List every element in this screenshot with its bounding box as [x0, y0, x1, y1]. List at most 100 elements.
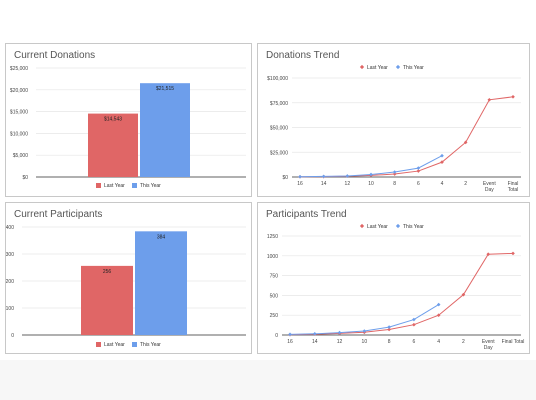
- data-point: [362, 329, 367, 333]
- y-tick-label: $20,000: [10, 88, 28, 94]
- data-point: [436, 313, 441, 318]
- series-line: [299, 96, 514, 178]
- data-point: [511, 251, 515, 256]
- y-tick-label: $0: [282, 175, 288, 181]
- legend-label: This Year: [403, 224, 424, 230]
- x-tick-label: 2: [462, 339, 465, 345]
- y-tick-label: $50,000: [270, 126, 288, 132]
- x-tick-label: Final Total: [502, 339, 525, 345]
- data-point: [416, 169, 421, 173]
- series-line: [289, 252, 514, 336]
- donations-trend-chart: $0 $25,000 $50,000 $75,000 $100,000 16 14 12 10 8…: [267, 64, 521, 193]
- current-participants-card: Current Participants 0 100 200 300 400 256 384…: [5, 202, 252, 354]
- y-tick-label: 200: [6, 279, 14, 285]
- x-tick-label: 4: [441, 181, 444, 187]
- data-point: [511, 94, 515, 99]
- y-tick-label: $25,000: [270, 150, 288, 156]
- x-tick-label: 16: [287, 339, 293, 345]
- current-donations-card: Current Donations $0 $5,000 $10,000 $15,000…: [5, 43, 252, 197]
- y-tick-label: $0: [22, 175, 28, 181]
- y-tick-label: 1000: [267, 254, 278, 260]
- chart-title: Donations Trend: [266, 50, 340, 61]
- participants-trend-card: Participants Trend 0 250 500 750 1000 1250 16 1…: [257, 202, 530, 354]
- x-tick-label: 2: [464, 181, 467, 187]
- current-participants-chart: 0 100 200 300 400 256 384 Last Year This Year: [6, 225, 246, 348]
- x-tick-label: 8: [393, 181, 396, 187]
- x-tick-label: 12: [345, 181, 351, 187]
- x-tick-label: Total: [508, 187, 519, 193]
- data-point: [436, 302, 441, 307]
- data-point: [312, 331, 317, 336]
- legend-label: Last Year: [367, 224, 388, 230]
- legend-swatch: [132, 183, 137, 188]
- legend-swatch: [132, 342, 137, 347]
- data-point: [440, 153, 444, 158]
- x-tick-label: 8: [388, 339, 391, 345]
- data-point: [412, 322, 416, 327]
- y-tick-label: 100: [6, 306, 14, 312]
- y-tick-label: $5,000: [13, 153, 29, 159]
- data-point: [387, 325, 391, 329]
- page-footer: [0, 360, 536, 400]
- legend-swatch: [96, 183, 101, 188]
- legend-label: Last Year: [104, 183, 125, 189]
- y-tick-label: 400: [6, 225, 14, 231]
- bar: [140, 83, 190, 177]
- x-tick-label: 10: [368, 181, 374, 187]
- x-tick-label: Event: [482, 339, 495, 345]
- donations-trend-card: Donations Trend $0 $25,000 $50,000 $75,000 $…: [257, 43, 530, 197]
- legend-label: This Year: [140, 342, 161, 348]
- data-label: $21,515: [156, 86, 174, 92]
- data-point: [461, 292, 466, 297]
- x-tick-label: Day: [485, 187, 494, 193]
- x-tick-label: 14: [312, 339, 318, 345]
- y-tick-label: $10,000: [10, 131, 28, 137]
- y-tick-label: $25,000: [10, 66, 28, 72]
- data-point: [288, 332, 292, 337]
- legend-swatch: [96, 342, 101, 347]
- chart-title: Current Participants: [14, 209, 103, 220]
- x-tick-label: 12: [337, 339, 343, 345]
- bar: [88, 113, 138, 177]
- chart-title: Current Donations: [14, 50, 96, 61]
- y-tick-label: $75,000: [270, 101, 288, 107]
- y-tick-label: 250: [270, 313, 279, 319]
- legend-label: Last Year: [104, 342, 125, 348]
- legend-marker: [359, 64, 365, 70]
- x-tick-label: Event: [483, 181, 496, 187]
- x-tick-label: 6: [417, 181, 420, 187]
- data-point: [298, 174, 302, 179]
- bar: [81, 265, 133, 335]
- data-point: [321, 174, 326, 179]
- y-tick-label: $100,000: [267, 76, 288, 82]
- data-label: 256: [103, 269, 112, 275]
- y-tick-label: 0: [11, 333, 14, 339]
- data-point: [392, 170, 397, 174]
- x-tick-label: Day: [484, 345, 493, 351]
- legend-marker: [395, 223, 401, 229]
- data-label: $14,543: [104, 117, 122, 123]
- y-tick-label: 500: [270, 293, 279, 299]
- current-donations-chart: $0 $5,000 $10,000 $15,000 $20,000 $25,000 $14,…: [10, 66, 246, 189]
- x-tick-label: 14: [321, 181, 327, 187]
- data-point: [392, 172, 397, 176]
- data-point: [369, 172, 373, 177]
- y-tick-label: $15,000: [10, 110, 28, 116]
- data-point: [416, 166, 421, 170]
- y-tick-label: 0: [275, 333, 278, 339]
- x-tick-label: 6: [412, 339, 415, 345]
- legend-label: Last Year: [367, 65, 388, 71]
- x-tick-label: Final: [508, 181, 519, 187]
- y-tick-label: 300: [6, 252, 14, 258]
- legend-label: This Year: [140, 183, 161, 189]
- y-tick-label: 750: [270, 274, 279, 280]
- x-tick-label: 10: [362, 339, 368, 345]
- legend-marker: [395, 64, 401, 70]
- x-tick-label: 16: [297, 181, 303, 187]
- x-tick-label: 4: [437, 339, 440, 345]
- bar: [135, 231, 187, 335]
- chart-title: Participants Trend: [266, 209, 347, 220]
- y-tick-label: 1250: [267, 234, 278, 240]
- legend-label: This Year: [403, 65, 424, 71]
